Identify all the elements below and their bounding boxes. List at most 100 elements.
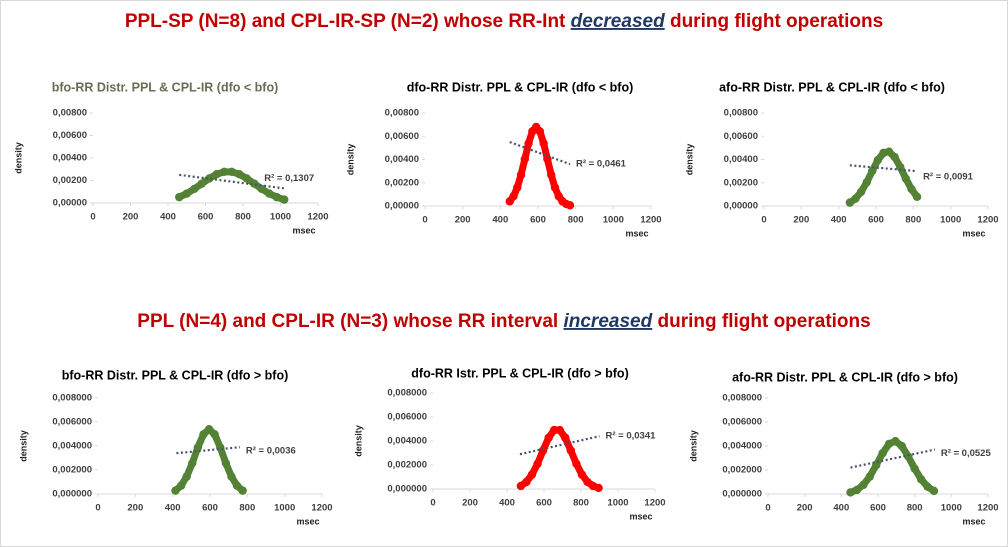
data-point: [520, 154, 530, 164]
section-heading: PPL (N=4) and CPL-IR (N=3) whose RR inte…: [137, 311, 870, 332]
x-axis-label: msec: [962, 228, 985, 238]
x-axis-label: msec: [292, 225, 315, 235]
data-point: [890, 152, 899, 162]
y-tick-label: 0,00000: [385, 201, 419, 212]
data-point: [535, 127, 545, 136]
y-axis-label: density: [345, 144, 355, 176]
x-tick-label: 400: [165, 503, 181, 514]
x-axis-label: msec: [962, 516, 985, 526]
chart-title: bfo-RR Distr. PPL & CPL-IR (dfo > bfo): [62, 368, 289, 382]
x-tick-label: 1200: [977, 503, 998, 514]
data-point: [566, 446, 576, 455]
data-point: [221, 458, 231, 468]
x-tick-label: 400: [831, 215, 847, 226]
data-point: [522, 477, 531, 487]
data-point: [524, 139, 533, 148]
data-point: [265, 189, 274, 198]
data-point: [884, 147, 894, 156]
x-tick-label: 0: [90, 212, 95, 223]
r-squared-label: R² = 0,0461: [576, 159, 627, 170]
heading-text: PPL (N=4) and CPL-IR (N=3) whose RR inte…: [137, 311, 563, 332]
y-tick-label: 0,00600: [53, 130, 87, 141]
x-tick-label: 400: [833, 503, 849, 514]
data-point: [204, 425, 214, 434]
x-tick-label: 400: [160, 212, 176, 223]
data-point: [199, 430, 208, 439]
chart-title: afo-RR Distr. PPL & CPL-IR (dfo < bfo): [719, 80, 945, 94]
data-point: [897, 441, 907, 451]
chart-title: afo-RR Distr. PPL & CPL-IR (dfo > bfo): [732, 370, 958, 384]
data-point: [852, 485, 862, 495]
x-tick-label: 800: [568, 215, 584, 226]
data-point: [182, 472, 191, 481]
data-point: [868, 166, 877, 176]
data-point: [910, 464, 919, 473]
data-point: [561, 433, 570, 442]
data-point: [527, 470, 537, 479]
data-point: [227, 167, 236, 177]
x-tick-label: 800: [905, 215, 921, 226]
data-point: [220, 167, 229, 177]
y-tick-label: 0,008000: [722, 393, 762, 404]
y-axis-label: density: [18, 430, 28, 462]
x-tick-label: 1200: [644, 498, 665, 509]
data-point: [280, 195, 289, 204]
data-point: [555, 425, 564, 435]
y-axis-label: density: [13, 142, 23, 174]
data-point: [873, 155, 883, 165]
x-tick-label: 1200: [311, 503, 332, 514]
y-tick-label: 0,00200: [53, 175, 87, 186]
data-point: [865, 472, 874, 481]
y-tick-label: 0,00200: [724, 177, 758, 188]
y-tick-label: 0,00000: [724, 201, 758, 212]
y-tick-label: 0,002000: [52, 465, 92, 476]
chart-title: dfo-RR Istr. PPL & CPL-IR (dfo > bfo): [411, 366, 628, 380]
y-tick-label: 0,00600: [385, 131, 419, 142]
data-point: [175, 192, 184, 202]
x-tick-label: 0: [422, 215, 427, 226]
y-tick-label: 0,006000: [387, 412, 427, 423]
data-point: [193, 443, 203, 452]
data-point: [916, 475, 926, 484]
data-point: [205, 174, 214, 183]
data-point: [257, 184, 266, 194]
data-point: [851, 194, 860, 203]
data-point: [896, 162, 905, 172]
data-point: [565, 201, 575, 210]
y-axis-label: density: [684, 144, 694, 176]
data-point: [513, 183, 522, 192]
data-point: [912, 192, 922, 202]
data-point: [594, 483, 603, 493]
data-point: [188, 458, 197, 468]
data-point: [171, 486, 180, 495]
x-tick-label: 400: [499, 498, 515, 509]
trendline: [519, 435, 600, 456]
data-point: [190, 184, 199, 194]
x-tick-label: 600: [202, 503, 218, 514]
y-tick-label: 0,008000: [387, 388, 427, 399]
x-tick-label: 200: [793, 215, 809, 226]
y-tick-label: 0,00800: [53, 108, 87, 119]
data-point: [509, 192, 518, 201]
x-axis-label: msec: [629, 511, 652, 521]
chart-title: dfo-RR Distr. PPL & CPL-IR (dfo < bfo): [407, 80, 634, 94]
data-point: [182, 189, 191, 198]
x-tick-label: 200: [123, 212, 139, 223]
data-point: [538, 446, 548, 455]
x-axis-label: msec: [296, 516, 319, 526]
x-tick-label: 0: [765, 503, 770, 514]
x-tick-label: 1000: [603, 215, 624, 226]
data-point: [544, 433, 553, 442]
data-point: [862, 178, 871, 187]
y-tick-label: 0,000000: [387, 484, 427, 495]
y-axis-label: density: [688, 430, 698, 462]
x-tick-label: 1200: [307, 212, 328, 223]
r-squared-label: R² = 0,0525: [941, 448, 992, 459]
chart-title: bfo-RR Distr. PPL & CPL-IR (dfo < bfo): [52, 80, 279, 94]
trendline: [509, 141, 571, 166]
data-point: [577, 470, 587, 479]
data-point: [235, 170, 244, 179]
x-tick-label: 1000: [940, 215, 961, 226]
y-tick-label: 0,00400: [53, 153, 87, 164]
